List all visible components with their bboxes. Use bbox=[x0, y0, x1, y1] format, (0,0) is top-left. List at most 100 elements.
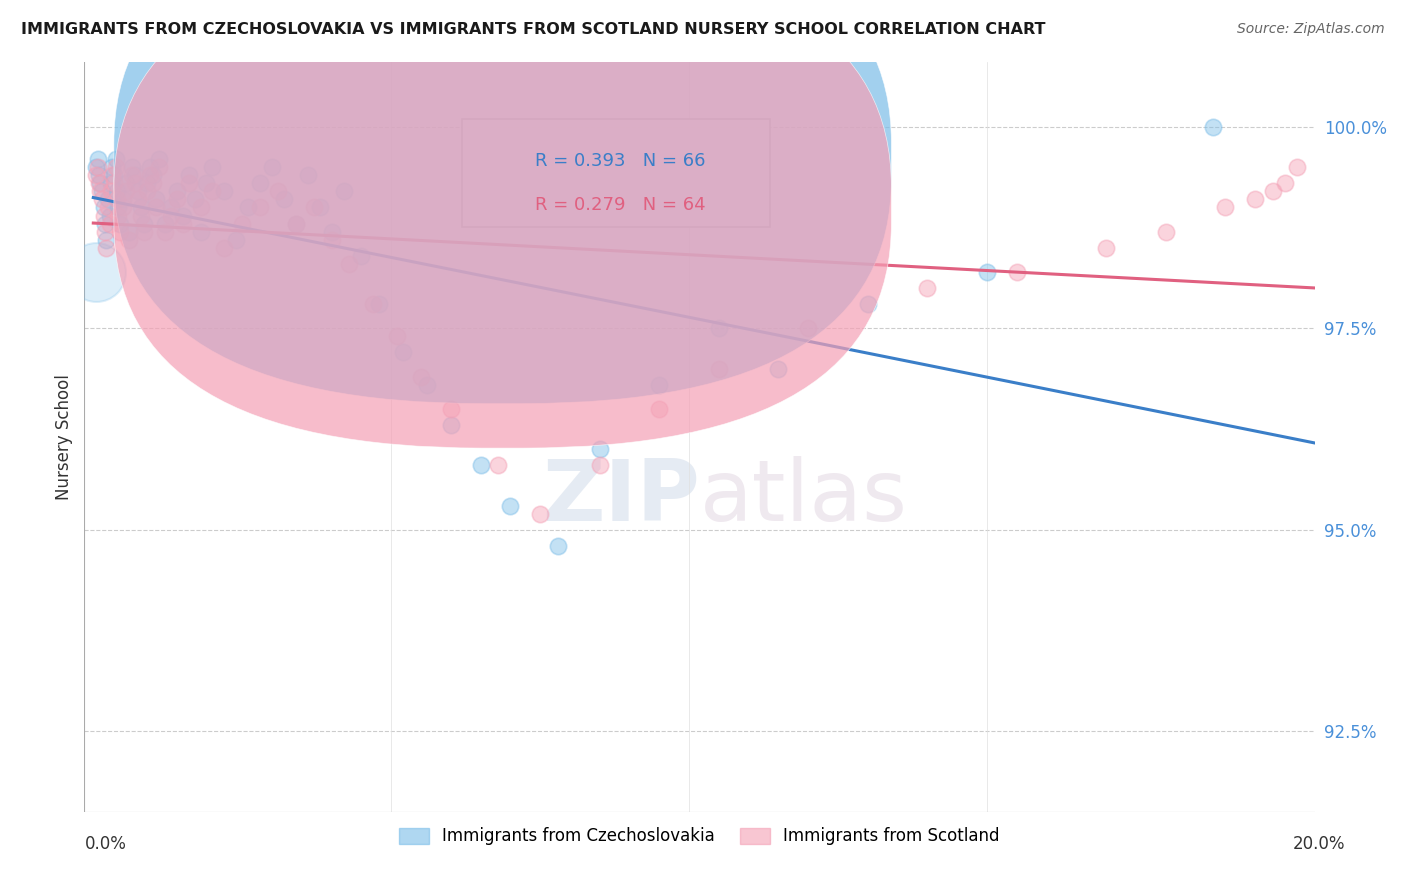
Point bbox=[94, 217, 117, 231]
Point bbox=[225, 233, 247, 247]
Point bbox=[856, 297, 879, 311]
Point bbox=[284, 217, 307, 231]
Point bbox=[589, 458, 612, 473]
Text: 0.0%: 0.0% bbox=[84, 835, 127, 853]
Point bbox=[97, 201, 120, 215]
Point bbox=[98, 217, 121, 231]
Point bbox=[416, 377, 439, 392]
Point bbox=[297, 168, 319, 182]
Point bbox=[112, 193, 135, 207]
Point bbox=[153, 217, 176, 231]
Point bbox=[87, 160, 110, 174]
Point bbox=[124, 176, 146, 190]
Point bbox=[1095, 241, 1118, 255]
Point bbox=[153, 225, 176, 239]
Point bbox=[101, 160, 124, 174]
Point bbox=[1213, 201, 1236, 215]
Point bbox=[214, 185, 236, 199]
Point bbox=[195, 176, 218, 190]
Point bbox=[84, 265, 107, 279]
Point bbox=[214, 241, 236, 255]
Point bbox=[132, 225, 155, 239]
Point bbox=[107, 201, 129, 215]
Point bbox=[142, 176, 165, 190]
Point bbox=[183, 193, 205, 207]
Point bbox=[93, 201, 115, 215]
Point bbox=[103, 168, 125, 182]
Y-axis label: Nursery School: Nursery School bbox=[55, 374, 73, 500]
Point bbox=[172, 217, 194, 231]
Point bbox=[321, 233, 343, 247]
Point bbox=[392, 345, 415, 359]
Point bbox=[707, 361, 730, 376]
Point bbox=[1154, 225, 1177, 239]
Point bbox=[249, 176, 271, 190]
Text: ZIP: ZIP bbox=[541, 456, 700, 539]
Point bbox=[89, 176, 111, 190]
Text: Source: ZipAtlas.com: Source: ZipAtlas.com bbox=[1237, 22, 1385, 37]
Point bbox=[177, 176, 200, 190]
Point bbox=[93, 209, 115, 223]
Point bbox=[547, 539, 569, 553]
Point bbox=[94, 225, 117, 239]
Point bbox=[127, 185, 149, 199]
Point bbox=[100, 185, 122, 199]
Point bbox=[91, 185, 114, 199]
Point bbox=[105, 185, 128, 199]
Point bbox=[332, 185, 354, 199]
Point bbox=[166, 185, 188, 199]
Text: IMMIGRANTS FROM CZECHOSLOVAKIA VS IMMIGRANTS FROM SCOTLAND NURSERY SCHOOL CORREL: IMMIGRANTS FROM CZECHOSLOVAKIA VS IMMIGR… bbox=[21, 22, 1046, 37]
Point bbox=[238, 201, 260, 215]
Point bbox=[145, 193, 167, 207]
Point bbox=[127, 193, 149, 207]
Point bbox=[797, 321, 820, 335]
Point bbox=[249, 201, 271, 215]
Point bbox=[648, 377, 671, 392]
Point bbox=[115, 185, 138, 199]
Point bbox=[129, 209, 152, 223]
Point bbox=[84, 168, 107, 182]
Point bbox=[917, 281, 939, 295]
FancyBboxPatch shape bbox=[114, 0, 891, 403]
FancyBboxPatch shape bbox=[114, 0, 891, 448]
Point bbox=[385, 329, 408, 343]
Point bbox=[190, 201, 212, 215]
Point bbox=[132, 217, 155, 231]
Point bbox=[308, 201, 330, 215]
Point bbox=[470, 458, 492, 473]
Point bbox=[148, 152, 170, 166]
Legend: Immigrants from Czechoslovakia, Immigrants from Scotland: Immigrants from Czechoslovakia, Immigran… bbox=[392, 821, 1007, 852]
Point bbox=[363, 297, 385, 311]
Point bbox=[707, 321, 730, 335]
Point bbox=[124, 168, 146, 182]
Point bbox=[231, 217, 253, 231]
Point bbox=[121, 168, 143, 182]
Point bbox=[104, 160, 127, 174]
Point bbox=[339, 257, 361, 271]
Point bbox=[89, 176, 111, 190]
Point bbox=[97, 193, 120, 207]
Point bbox=[159, 201, 181, 215]
Point bbox=[84, 160, 107, 174]
Point bbox=[267, 185, 290, 199]
Point bbox=[118, 233, 141, 247]
Point bbox=[91, 193, 114, 207]
Point bbox=[321, 225, 343, 239]
Point bbox=[768, 361, 790, 376]
Point bbox=[108, 225, 131, 239]
Point bbox=[115, 176, 138, 190]
Point bbox=[190, 225, 212, 239]
Point bbox=[87, 152, 110, 166]
Point bbox=[142, 168, 165, 182]
Text: 20.0%: 20.0% bbox=[1292, 835, 1346, 853]
Point bbox=[589, 442, 612, 457]
Point bbox=[89, 168, 111, 182]
Point bbox=[105, 193, 128, 207]
FancyBboxPatch shape bbox=[463, 119, 769, 227]
Point bbox=[89, 185, 111, 199]
Point bbox=[976, 265, 998, 279]
Point bbox=[1202, 120, 1225, 134]
Point bbox=[96, 233, 118, 247]
Point bbox=[135, 185, 157, 199]
Point bbox=[148, 160, 170, 174]
